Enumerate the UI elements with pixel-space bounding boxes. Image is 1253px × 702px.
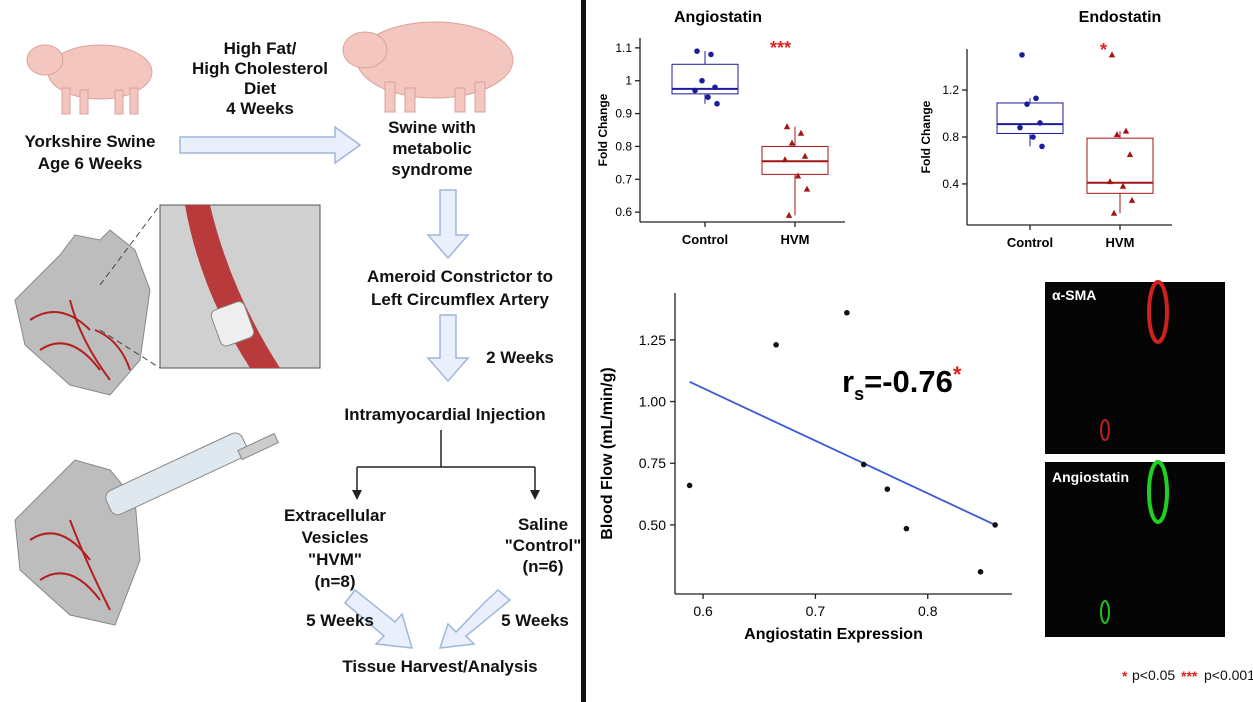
legend: * p<0.05 *** p<0.001 [1122, 667, 1253, 684]
step-text: Vesicles [301, 528, 368, 547]
x-tick-label: 0.6 [693, 603, 713, 619]
y-axis-label: Fold Change [919, 100, 933, 173]
corr-subscript: s [854, 384, 864, 404]
data-point [1030, 134, 1036, 140]
micrograph-label: α-SMA [1052, 287, 1096, 303]
y-tick-label: 0.7 [615, 172, 632, 186]
data-point [708, 52, 714, 58]
step-text: 2 Weeks [486, 348, 554, 367]
data-point [844, 310, 850, 316]
figure: High Fat/High CholesterolDiet4 Weeks York… [0, 0, 1253, 702]
data-point [1019, 52, 1025, 58]
data-point [904, 526, 910, 532]
box [997, 103, 1063, 134]
y-tick-label: 0.8 [942, 130, 959, 144]
data-point [861, 462, 867, 468]
data-point [978, 569, 984, 575]
step-text: 5 Weeks [501, 611, 569, 630]
micrograph-label: Angiostatin [1052, 469, 1129, 485]
y-tick-label: 1.25 [639, 332, 666, 348]
significance: * [1100, 40, 1107, 60]
data-point [1039, 144, 1045, 150]
data-point [1024, 101, 1030, 107]
x-tick-label: Control [682, 232, 728, 247]
y-axis-label: Blood Flow (mL/min/g) [599, 367, 616, 539]
legend-label: p<0.001 [1204, 667, 1253, 683]
y-tick-label: 1.2 [942, 83, 959, 97]
y-tick-label: 0.50 [639, 517, 666, 533]
significance: *** [770, 38, 791, 58]
step-text: "HVM" [308, 550, 362, 569]
step-text: metabolic [392, 139, 471, 158]
step-text: Saline [518, 515, 568, 534]
corr-value: =-0.76 [864, 364, 953, 399]
step-text: High Fat/ [224, 39, 297, 58]
step-text: Extracellular [284, 506, 386, 525]
step-text: Age 6 Weeks [38, 154, 143, 173]
step-text: Diet [244, 79, 276, 98]
corr-symbol: r [842, 364, 854, 399]
data-point [1017, 125, 1023, 131]
step-text: Tissue Harvest/Analysis [342, 657, 537, 676]
step-text: "Control" [505, 536, 582, 555]
y-tick-label: 1 [625, 74, 632, 88]
x-tick-label: HVM [1106, 235, 1135, 250]
y-tick-label: 0.9 [615, 107, 632, 121]
data-point [773, 342, 779, 348]
step-text: 5 Weeks [306, 611, 374, 630]
step-text: (n=8) [314, 572, 355, 591]
data-point [1033, 95, 1039, 101]
chart-title: Angiostatin [674, 9, 762, 26]
x-tick-label: 0.8 [918, 603, 938, 619]
data-point [1037, 120, 1043, 126]
step-text: Swine with [388, 118, 476, 137]
step-text: syndrome [391, 160, 472, 179]
x-tick-label: HVM [781, 232, 810, 247]
y-tick-label: 0.6 [615, 205, 632, 219]
step-text: Ameroid Constrictor to [367, 267, 553, 286]
corr-star: * [953, 362, 962, 387]
step-text: (n=6) [522, 557, 563, 576]
y-tick-label: 1.00 [639, 394, 666, 410]
step-text: Left Circumflex Artery [371, 290, 549, 309]
y-tick-label: 0.4 [942, 177, 959, 191]
legend-star: * [1122, 668, 1128, 684]
x-tick-label: Control [1007, 235, 1053, 250]
data-point [694, 48, 700, 54]
y-tick-label: 0.8 [615, 139, 632, 153]
data-point [885, 486, 891, 492]
y-axis-label: Fold Change [596, 93, 610, 166]
data-point [712, 84, 718, 90]
x-axis-label: Angiostatin Expression [744, 626, 923, 643]
step-text: 4 Weeks [226, 99, 294, 118]
legend-label: p<0.05 [1132, 667, 1175, 683]
data-point [692, 88, 698, 94]
y-tick-label: 1.1 [615, 41, 632, 55]
y-tick-label: 0.75 [639, 455, 666, 471]
step-text: Intramyocardial Injection [344, 405, 545, 424]
box [1087, 138, 1153, 193]
legend-star: *** [1181, 668, 1198, 684]
data-point [699, 78, 705, 84]
chart-title: Endostatin [1079, 9, 1162, 26]
step-text: Yorkshire Swine [24, 132, 155, 151]
data-point [705, 94, 711, 100]
divider [581, 0, 586, 702]
step-text: High Cholesterol [192, 59, 328, 78]
data-point [992, 522, 998, 528]
data-point [714, 101, 720, 107]
x-tick-label: 0.7 [806, 603, 826, 619]
data-point [687, 483, 693, 489]
